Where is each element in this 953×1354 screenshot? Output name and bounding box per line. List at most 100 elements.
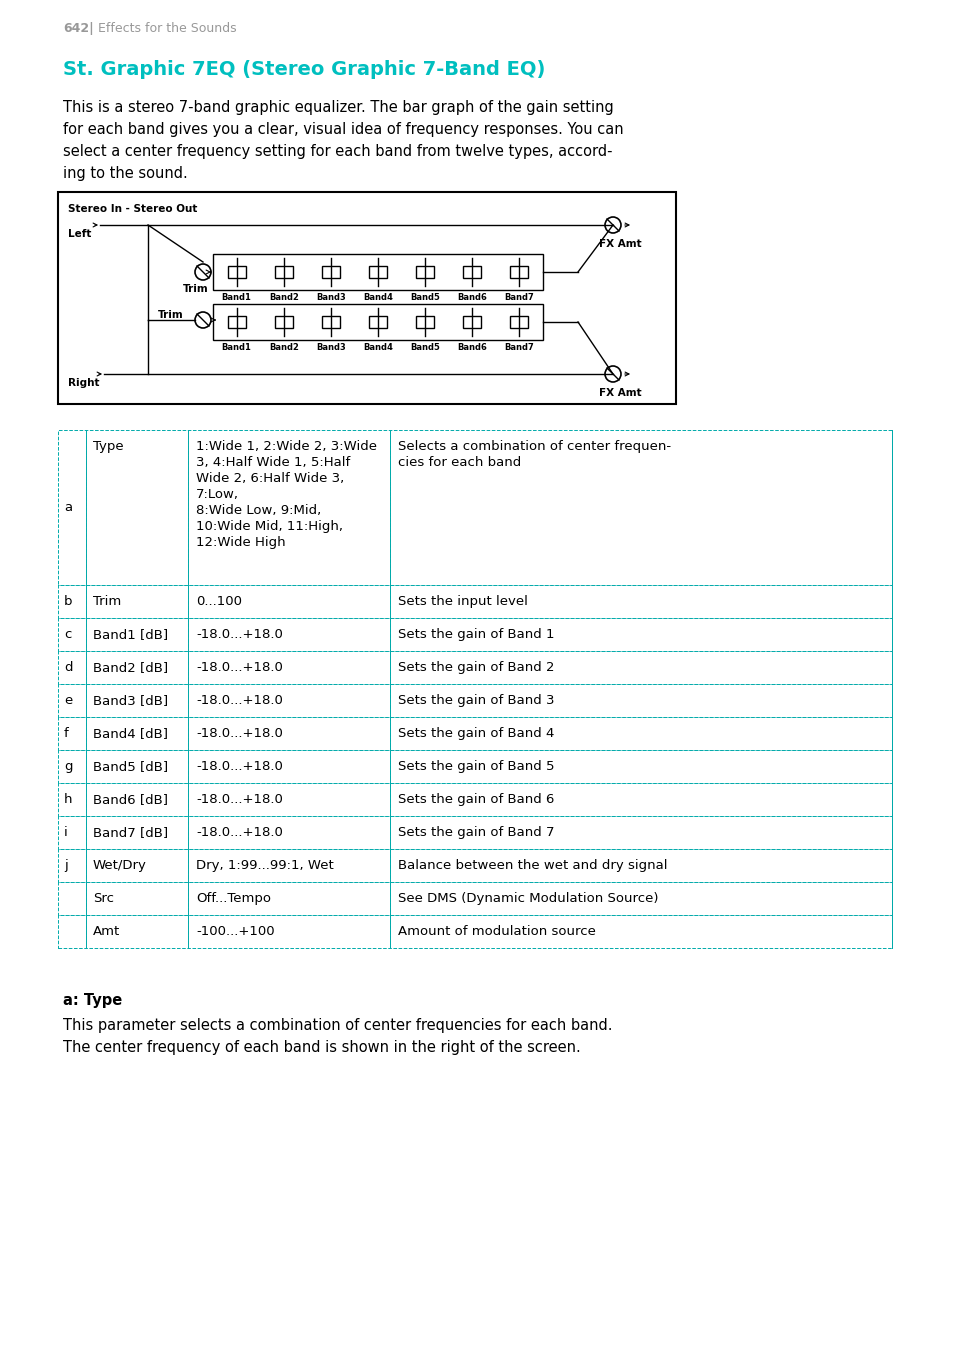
Text: j: j <box>64 858 68 872</box>
Bar <box>510 265 528 278</box>
Text: Band7: Band7 <box>504 292 534 302</box>
Text: Band6 [dB]: Band6 [dB] <box>92 793 168 806</box>
Bar <box>274 315 293 328</box>
Text: Trim: Trim <box>92 594 121 608</box>
Text: 0...100: 0...100 <box>195 594 242 608</box>
Text: Band6: Band6 <box>456 292 487 302</box>
Text: 12:Wide High: 12:Wide High <box>195 536 285 548</box>
Text: 3, 4:Half Wide 1, 5:Half: 3, 4:Half Wide 1, 5:Half <box>195 456 350 468</box>
Bar <box>213 255 542 290</box>
Text: FX Amt: FX Amt <box>598 240 641 249</box>
Bar <box>510 315 528 328</box>
Text: Type: Type <box>92 440 124 454</box>
Bar <box>321 315 339 328</box>
Text: Band1 [dB]: Band1 [dB] <box>92 628 168 640</box>
Text: Wide 2, 6:Half Wide 3,: Wide 2, 6:Half Wide 3, <box>195 473 344 485</box>
Text: -18.0...+18.0: -18.0...+18.0 <box>195 793 283 806</box>
Bar <box>213 305 542 340</box>
Bar <box>58 431 891 585</box>
Bar <box>369 315 387 328</box>
Text: Effects for the Sounds: Effects for the Sounds <box>90 22 236 35</box>
Text: Wet/Dry: Wet/Dry <box>92 858 147 872</box>
Bar <box>58 684 891 718</box>
Text: d: d <box>64 661 72 674</box>
Text: -18.0...+18.0: -18.0...+18.0 <box>195 628 283 640</box>
Text: -18.0...+18.0: -18.0...+18.0 <box>195 760 283 773</box>
Text: c: c <box>64 628 71 640</box>
Text: select a center frequency setting for each band from twelve types, accord-: select a center frequency setting for ea… <box>63 144 612 158</box>
Bar <box>58 881 891 915</box>
Bar <box>58 915 891 948</box>
Bar <box>58 849 891 881</box>
Text: Off...Tempo: Off...Tempo <box>195 892 271 904</box>
Text: Sets the gain of Band 1: Sets the gain of Band 1 <box>397 628 554 640</box>
Text: a: a <box>64 501 72 515</box>
Text: Sets the input level: Sets the input level <box>397 594 527 608</box>
Bar <box>321 265 339 278</box>
Text: -100...+100: -100...+100 <box>195 925 274 938</box>
Bar <box>58 816 891 849</box>
Text: Band2: Band2 <box>269 343 298 352</box>
Text: ing to the sound.: ing to the sound. <box>63 167 188 181</box>
Text: -18.0...+18.0: -18.0...+18.0 <box>195 727 283 741</box>
Bar <box>463 265 480 278</box>
Text: Trim: Trim <box>158 310 184 320</box>
Text: Band2 [dB]: Band2 [dB] <box>92 661 168 674</box>
Text: Amount of modulation source: Amount of modulation source <box>397 925 596 938</box>
Bar <box>58 651 891 684</box>
Text: 8:Wide Low, 9:Mid,: 8:Wide Low, 9:Mid, <box>195 504 321 517</box>
Text: Sets the gain of Band 5: Sets the gain of Band 5 <box>397 760 554 773</box>
Text: Sets the gain of Band 4: Sets the gain of Band 4 <box>397 727 554 741</box>
Text: Band1: Band1 <box>221 343 252 352</box>
Text: Balance between the wet and dry signal: Balance between the wet and dry signal <box>397 858 667 872</box>
Bar <box>58 192 676 403</box>
Text: 7:Low,: 7:Low, <box>195 487 239 501</box>
Bar <box>58 617 891 651</box>
Text: This parameter selects a combination of center frequencies for each band.: This parameter selects a combination of … <box>63 1018 612 1033</box>
Text: Sets the gain of Band 6: Sets the gain of Band 6 <box>397 793 554 806</box>
Text: 642|: 642| <box>63 22 93 35</box>
Bar <box>228 315 245 328</box>
Text: e: e <box>64 695 72 707</box>
Text: Dry, 1:99...99:1, Wet: Dry, 1:99...99:1, Wet <box>195 858 334 872</box>
Text: 10:Wide Mid, 11:High,: 10:Wide Mid, 11:High, <box>195 520 343 533</box>
Text: Band6: Band6 <box>456 343 487 352</box>
Text: i: i <box>64 826 68 839</box>
Text: The center frequency of each band is shown in the right of the screen.: The center frequency of each band is sho… <box>63 1040 580 1055</box>
Text: Amt: Amt <box>92 925 120 938</box>
Text: St. Graphic 7EQ (Stereo Graphic 7-Band EQ): St. Graphic 7EQ (Stereo Graphic 7-Band E… <box>63 60 545 79</box>
Text: Band4 [dB]: Band4 [dB] <box>92 727 168 741</box>
Bar <box>274 265 293 278</box>
Text: Trim: Trim <box>183 284 209 294</box>
Text: Band3 [dB]: Band3 [dB] <box>92 695 168 707</box>
Text: b: b <box>64 594 72 608</box>
Text: Sets the gain of Band 3: Sets the gain of Band 3 <box>397 695 554 707</box>
Text: Band4: Band4 <box>363 292 393 302</box>
Bar <box>228 265 245 278</box>
Text: for each band gives you a clear, visual idea of frequency responses. You can: for each band gives you a clear, visual … <box>63 122 623 137</box>
Bar <box>58 750 891 783</box>
Text: Src: Src <box>92 892 113 904</box>
Text: FX Amt: FX Amt <box>598 389 641 398</box>
Bar <box>416 265 434 278</box>
Bar <box>463 315 480 328</box>
Text: This is a stereo 7-band graphic equalizer. The bar graph of the gain setting: This is a stereo 7-band graphic equalize… <box>63 100 613 115</box>
Text: Band7 [dB]: Band7 [dB] <box>92 826 168 839</box>
Text: Band5: Band5 <box>410 292 439 302</box>
Text: -18.0...+18.0: -18.0...+18.0 <box>195 661 283 674</box>
Bar <box>416 315 434 328</box>
Text: Sets the gain of Band 7: Sets the gain of Band 7 <box>397 826 554 839</box>
Bar <box>58 585 891 617</box>
Text: a: Type: a: Type <box>63 992 122 1007</box>
Text: cies for each band: cies for each band <box>397 456 520 468</box>
Text: Band3: Band3 <box>315 343 345 352</box>
Bar <box>58 718 891 750</box>
Text: Band5 [dB]: Band5 [dB] <box>92 760 168 773</box>
Text: Right: Right <box>68 378 99 389</box>
Text: 1:Wide 1, 2:Wide 2, 3:Wide: 1:Wide 1, 2:Wide 2, 3:Wide <box>195 440 376 454</box>
Text: Band5: Band5 <box>410 343 439 352</box>
Text: g: g <box>64 760 72 773</box>
Text: Sets the gain of Band 2: Sets the gain of Band 2 <box>397 661 554 674</box>
Text: Band1: Band1 <box>221 292 252 302</box>
Text: Selects a combination of center frequen-: Selects a combination of center frequen- <box>397 440 670 454</box>
